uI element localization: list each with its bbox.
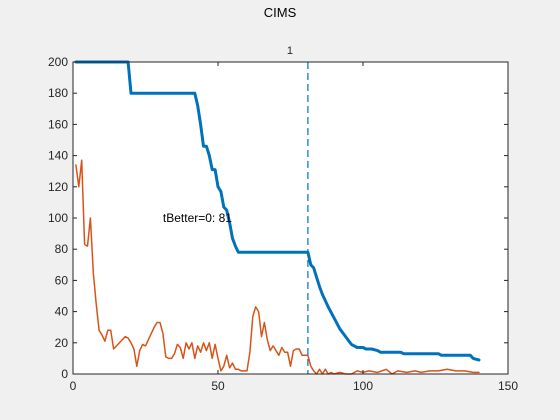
- y-tick-label: 40: [55, 305, 69, 319]
- annotation-label: tBetter=0: 81: [163, 211, 232, 225]
- y-tick-label: 140: [48, 149, 68, 163]
- y-tick-label: 120: [48, 180, 68, 194]
- y-tick-label: 180: [48, 86, 68, 100]
- chart-title: CIMS: [263, 5, 297, 20]
- vertical-marker-label: 1: [287, 45, 293, 57]
- series-line-1: [74, 60, 481, 362]
- y-tick-label: 80: [55, 242, 69, 256]
- plot-area: [73, 62, 508, 374]
- y-tick-label: 200: [48, 55, 68, 69]
- x-tick-label: 50: [211, 379, 225, 393]
- tick-layer: 0 50 100 150 0 20 40 60 80 100 120 140 160 180 200: [48, 55, 518, 393]
- x-tick-label: 0: [70, 379, 77, 393]
- y-tick-label: 60: [55, 273, 69, 287]
- vertical-marker-layer: 1: [287, 45, 309, 374]
- x-tick-label: 100: [353, 379, 373, 393]
- y-tick-label: 0: [61, 367, 68, 381]
- y-tick-label: 160: [48, 117, 68, 131]
- x-tick-label: 150: [498, 379, 518, 393]
- y-tick-label: 20: [55, 336, 69, 350]
- y-tick-label: 100: [48, 211, 68, 225]
